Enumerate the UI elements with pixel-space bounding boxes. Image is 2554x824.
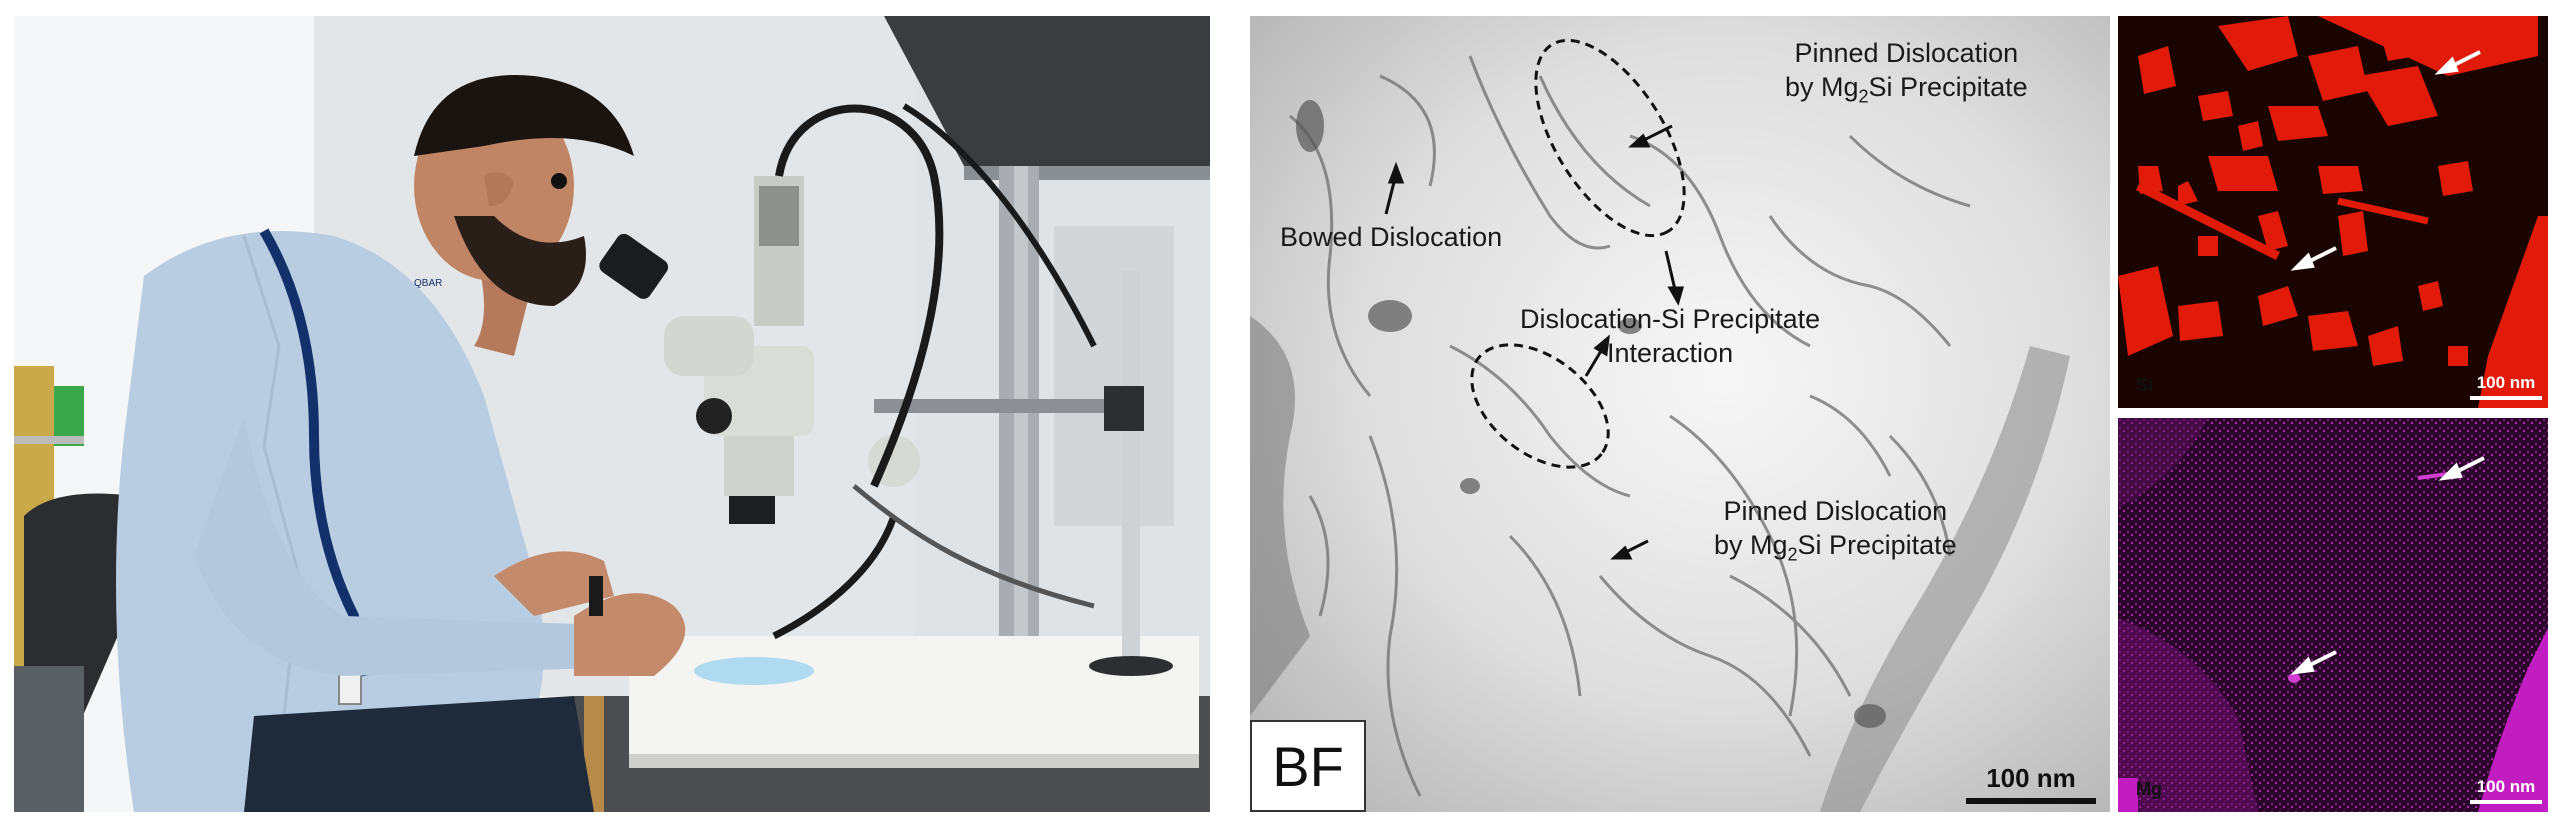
si-rod-2 [2337, 197, 2429, 225]
si-scale-bar: 100 nm [2470, 373, 2542, 400]
label-pinned-top-prefix: by Mg [1785, 72, 1859, 102]
lanyard-text: QBAR [414, 278, 442, 289]
si-scale-bar-line [2470, 396, 2542, 400]
label-pinned-bottom-prefix: by Mg [1714, 530, 1788, 560]
label-pinned-top-suffix: Si Precipitate [1868, 72, 2028, 102]
si-arrows [2290, 50, 2481, 271]
label-pinned-top-subscript: 2 [1858, 86, 1869, 107]
tem-scale-bar: 100 nm [1966, 763, 2096, 804]
label-interaction-line2: Interaction [1607, 338, 1734, 368]
label-pinned-top-line1: Pinned Dislocation [1794, 38, 2019, 68]
label-pinned-top-line2: by Mg2Si Precipitate [1785, 70, 2028, 113]
mg-streak [2417, 472, 2449, 480]
mg-map-label: Mg [2136, 779, 2162, 799]
si-rod-1 [2135, 181, 2281, 261]
dashed-ellipse-middle [1470, 343, 1610, 469]
si-map-label: Si [2136, 375, 2154, 395]
mg-dot [2288, 673, 2300, 683]
mg-scale-bar: 100 nm [2470, 777, 2542, 804]
label-pinned-bottom-line2: by Mg2Si Precipitate [1714, 528, 1957, 571]
eds-si-map: Si 100 nm [2118, 16, 2548, 408]
mg-scale-bar-line [2470, 800, 2542, 804]
dashed-ellipse-top [1534, 38, 1686, 238]
lab-photo: QBAR [14, 16, 1210, 812]
lab-photo-illustration: QBAR [14, 16, 1210, 812]
annotation-arrows [1384, 124, 1684, 560]
label-interaction-line1: Dislocation-Si Precipitate [1520, 304, 1821, 334]
dislocation-lines [1289, 55, 1971, 797]
si-precipitates [2118, 16, 2548, 408]
label-dislocation-si-interaction: Dislocation-Si Precipitate Interaction [1520, 302, 1820, 370]
mg-scale-bar-text: 100 nm [2476, 777, 2536, 796]
mg-arrows [2290, 456, 2485, 675]
si-map-graphic [2118, 16, 2548, 408]
label-pinned-bottom-line1: Pinned Dislocation [1723, 496, 1948, 526]
label-bowed-dislocation: Bowed Dislocation [1280, 222, 1503, 252]
tem-bright-field-image: Bowed Dislocation Pinned Dislocation by … [1250, 16, 2110, 812]
eds-mg-map: Mg 100 nm [2118, 418, 2548, 812]
label-pinned-bottom-subscript: 2 [1787, 544, 1798, 565]
tem-scale-bar-text: 100 nm [1986, 763, 2076, 793]
label-pinned-bottom-suffix: Si Precipitate [1797, 530, 1957, 560]
mg-map-graphic [2118, 418, 2548, 812]
bf-mode-label: BF [1250, 720, 1366, 812]
si-scale-bar-text: 100 nm [2476, 373, 2536, 392]
label-pinned-dislocation-top: Pinned Dislocation by Mg2Si Precipitate [1785, 36, 2028, 113]
tem-scale-bar-line [1966, 798, 2096, 804]
tem-micrograph [1250, 16, 2110, 812]
label-pinned-dislocation-bottom: Pinned Dislocation by Mg2Si Precipitate [1714, 494, 1957, 571]
